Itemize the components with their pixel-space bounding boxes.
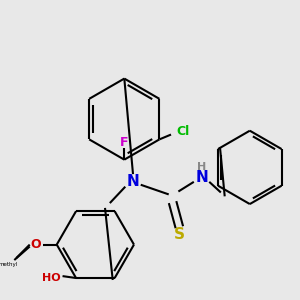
Text: N: N bbox=[127, 174, 140, 189]
Text: Cl: Cl bbox=[176, 125, 189, 138]
Text: N: N bbox=[195, 169, 208, 184]
Text: O: O bbox=[30, 238, 41, 251]
Text: F: F bbox=[120, 136, 129, 149]
Text: H: H bbox=[197, 162, 206, 172]
Text: S: S bbox=[174, 227, 185, 242]
Text: HO: HO bbox=[42, 273, 60, 283]
Text: methyl: methyl bbox=[0, 262, 18, 267]
